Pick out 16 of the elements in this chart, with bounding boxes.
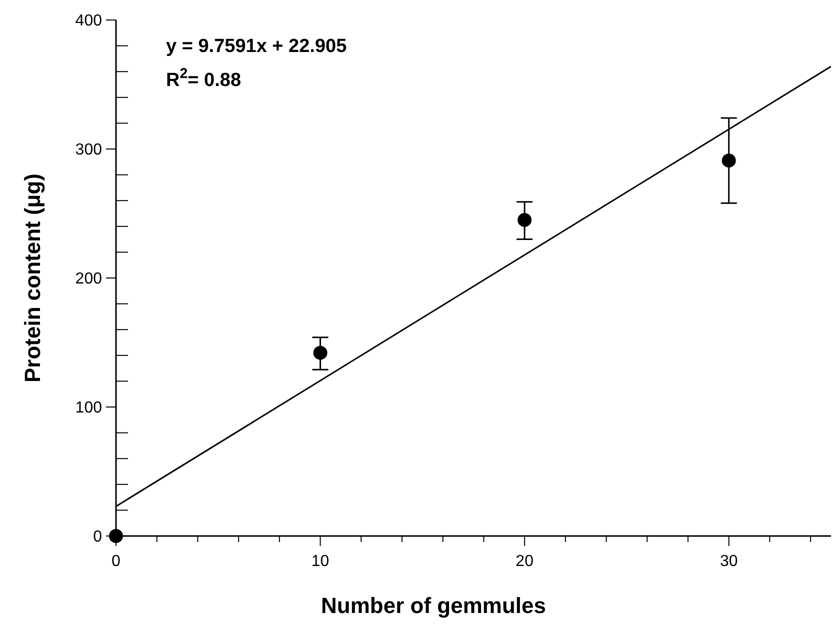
annotation: R$^{2}$= 0.88	[166, 66, 242, 91]
y-tick-label: 0	[93, 528, 102, 546]
point	[722, 154, 736, 168]
y-tick-label: 100	[75, 400, 102, 417]
annotation: y = 9.7591x + 22.905	[166, 36, 348, 57]
x-axis-title: Number of gemmules	[321, 593, 546, 618]
x-tick-label: 20	[516, 553, 534, 570]
point	[518, 212, 532, 227]
x-tick-label: 10	[311, 553, 330, 570]
y-axis-title: Protein content (μg)	[20, 174, 45, 382]
x-tick-label: 0	[112, 553, 121, 570]
point	[313, 346, 328, 360]
y-tick-label: 300	[75, 142, 102, 159]
x-tick-label: 30	[720, 553, 738, 570]
y-tick-label: 400	[75, 12, 102, 30]
y-tick-label: 200	[75, 270, 102, 288]
